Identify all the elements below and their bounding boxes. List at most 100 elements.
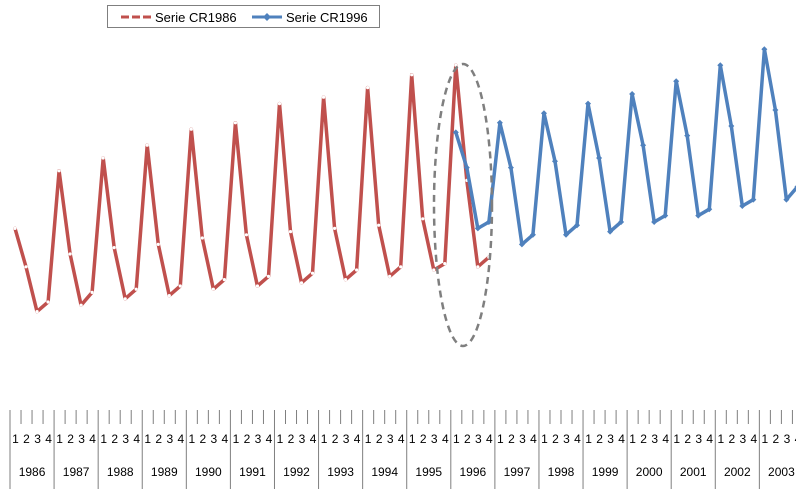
quarter-label: 1 [673, 432, 680, 446]
data-point [717, 62, 724, 69]
year-label: 2000 [636, 465, 663, 479]
data-point [366, 86, 370, 90]
quarter-label: 2 [288, 432, 295, 446]
quarter-label: 2 [596, 432, 603, 446]
quarter-label: 4 [177, 432, 184, 446]
quarter-label: 4 [398, 432, 405, 446]
data-point [211, 287, 215, 291]
quarter-label: 3 [299, 432, 306, 446]
data-point [344, 278, 348, 282]
quarter-label: 4 [89, 432, 96, 446]
legend-item-cr1986: Serie CR1986 [121, 8, 237, 26]
data-point [288, 230, 293, 234]
legend-item-cr1996: Serie CR1996 [252, 8, 368, 26]
quarter-label: 1 [717, 432, 724, 446]
legend-swatch-solid-blue [252, 13, 282, 21]
year-label: 1993 [327, 465, 354, 479]
year-label: 1996 [459, 465, 486, 479]
year-label: 2002 [724, 465, 751, 479]
data-point [388, 274, 392, 278]
quarter-label: 1 [233, 432, 240, 446]
data-point [695, 212, 702, 219]
data-point [310, 271, 315, 275]
quarter-label: 3 [34, 432, 41, 446]
quarter-label: 1 [188, 432, 195, 446]
data-point [332, 226, 337, 230]
year-label: 1992 [283, 465, 310, 479]
data-point [640, 142, 647, 149]
data-point [476, 265, 480, 269]
quarter-label: 1 [629, 432, 636, 446]
data-point [574, 222, 581, 229]
data-point [167, 294, 171, 298]
quarter-label: 4 [354, 432, 361, 446]
data-point [355, 268, 359, 272]
quarter-label: 1 [365, 432, 372, 446]
data-point [399, 265, 403, 269]
year-label: 1990 [195, 465, 222, 479]
data-point [629, 91, 636, 97]
quarter-label: 3 [563, 432, 570, 446]
data-point [421, 217, 425, 221]
quarter-label: 4 [222, 432, 229, 446]
data-point [244, 233, 249, 237]
legend-label-cr1986: Serie CR1986 [155, 9, 237, 25]
quarter-label: 2 [155, 432, 162, 446]
data-point [485, 219, 492, 225]
quarter-label: 1 [762, 432, 769, 446]
data-point [112, 246, 116, 250]
data-point [540, 110, 547, 117]
quarter-label: 4 [662, 432, 669, 446]
data-point [443, 262, 447, 266]
quarter-label: 1 [585, 432, 592, 446]
data-point [496, 119, 503, 126]
data-point [200, 236, 204, 240]
quarter-label: 2 [67, 432, 74, 446]
series-line-cr1986 [13, 63, 491, 314]
quarter-label: 1 [321, 432, 328, 446]
data-point [90, 290, 94, 294]
quarter-label: 4 [266, 432, 273, 446]
quarter-label: 3 [211, 432, 218, 446]
data-point [377, 223, 381, 227]
highlight-ellipse [432, 62, 494, 348]
data-point [662, 212, 669, 219]
data-point [585, 100, 592, 107]
data-point [772, 107, 779, 113]
year-label: 1997 [504, 465, 531, 479]
year-label: 1995 [415, 465, 442, 479]
data-point [266, 274, 271, 278]
data-point [651, 219, 658, 225]
data-point [673, 78, 680, 85]
quarter-label: 4 [618, 432, 625, 446]
quarter-label: 1 [497, 432, 504, 446]
data-point [474, 225, 481, 232]
quarter-label: 2 [244, 432, 251, 446]
quarter-label: 2 [508, 432, 515, 446]
quarter-label: 1 [453, 432, 460, 446]
legend-swatch-dashed-red [121, 15, 151, 19]
quarter-label: 2 [200, 432, 207, 446]
quarter-label: 2 [684, 432, 691, 446]
quarter-label: 4 [795, 432, 796, 446]
data-point [79, 303, 83, 307]
quarter-label: 3 [122, 432, 129, 446]
quarter-label: 3 [166, 432, 173, 446]
quarter-label: 2 [640, 432, 647, 446]
quarter-label: 2 [728, 432, 735, 446]
data-point [46, 300, 50, 304]
quarter-label: 3 [695, 432, 702, 446]
data-point [233, 121, 237, 125]
data-point [739, 203, 746, 209]
data-point [551, 158, 558, 165]
data-point [68, 252, 72, 256]
quarter-label: 4 [133, 432, 140, 446]
quarter-label: 3 [343, 432, 350, 446]
data-point [410, 73, 414, 77]
data-point [596, 155, 603, 161]
year-label: 1998 [548, 465, 575, 479]
quarter-label: 4 [706, 432, 713, 446]
quarter-label: 3 [475, 432, 482, 446]
quarter-label: 1 [409, 432, 416, 446]
quarter-label: 4 [486, 432, 493, 446]
